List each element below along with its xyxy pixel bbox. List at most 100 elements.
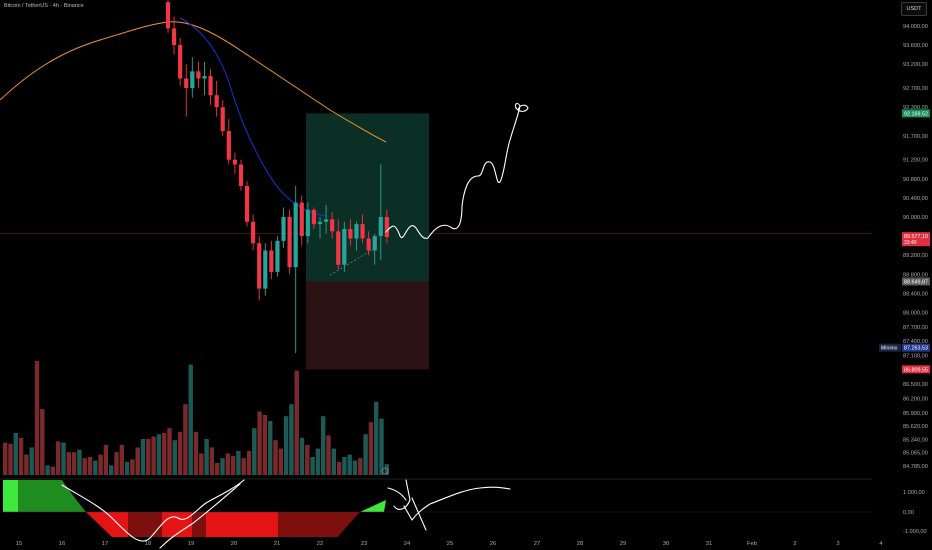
marker-box [902,109,930,118]
marker-box [902,277,930,286]
volume-bar [183,404,188,475]
candle-body [165,2,171,29]
y-tick-label: 86.500,00 [903,382,928,388]
x-tick-label: 28 [577,541,583,547]
candle [384,209,389,244]
candle-body [354,224,359,239]
projection-drawing [385,103,529,239]
y-tick-label: 88.800,00 [903,272,928,278]
candle [293,185,298,354]
volume-bar [204,439,209,475]
candle-body [293,202,298,268]
price-marker-entry: 88.649,87 [902,277,930,286]
volume-bar [283,416,289,475]
volume-bar [119,445,124,475]
volume-bar [342,457,347,475]
candle-body [202,76,207,79]
y-tick-label: 85.900,00 [903,411,928,417]
osc-area [206,512,278,537]
currency-button[interactable]: USDT [901,2,927,16]
price-marker-low: Mínimo 87.263,53 [879,343,930,352]
y-tick-label: 91.700,00 [903,134,928,140]
volume-bar [77,449,82,475]
volume-bar [135,447,140,475]
candle-body [269,250,274,272]
volume-bar [246,451,252,475]
candle [372,233,377,265]
candle [317,216,323,239]
candle-body [305,209,310,237]
x-tick-label: 20 [231,541,237,547]
volume-bar [3,442,8,475]
y-tick-label: 86.200,00 [903,396,928,402]
x-tick-label: 26 [490,541,496,547]
volume-bar [225,453,230,475]
candle [244,181,250,227]
volume-bar [347,454,352,475]
volume-bar [209,447,215,475]
candle [214,80,219,117]
osc-drawing [61,479,245,542]
candle-body [378,216,383,237]
candle [348,219,353,246]
y-tick-label: 84.785,00 [903,464,928,470]
osc-tick-label: 1.000,00 [903,490,925,496]
candle [330,212,335,239]
candle-body [178,45,183,79]
candle-body [299,202,304,237]
volume-bar [130,459,135,475]
y-tick-label: 87.400,00 [903,339,928,345]
x-tick-label: 16 [59,541,65,547]
candle-body [281,216,286,241]
candle-body [311,209,317,225]
osc-area [360,500,386,512]
marker-box [902,365,930,374]
volume-bar [193,431,199,475]
volume-bar [294,370,299,475]
marker-value: 86.809,55 [904,367,928,373]
volume-bar [98,454,103,475]
candle [263,243,268,296]
x-tick-label: 18 [145,541,151,547]
candle [165,0,171,34]
x-tick-label: Feb [747,541,757,547]
candle-body [348,228,353,239]
volume-bar [352,460,358,475]
osc-tick-label: -1.000,00 [903,529,927,535]
candle [342,221,347,272]
y-tick-label: 87.700,00 [903,325,928,331]
marker-box [902,232,930,247]
candle [287,209,292,275]
candle [238,159,244,191]
candle [184,64,189,117]
osc-tick-label: 0,00 [903,510,914,516]
volume-bar [156,434,162,475]
candle-body [220,107,225,132]
osc-drawing [387,479,511,531]
candle [226,119,231,165]
y-tick-label: 91.200,00 [903,158,928,164]
volume-bar [61,442,66,475]
x-tick-label: 25 [447,541,453,547]
volume-bar [199,453,204,475]
candle-body [330,219,335,232]
volume-bar [241,458,246,475]
candle [171,16,177,55]
candle-body [226,131,231,160]
osc-area [192,512,206,537]
candle [275,236,280,277]
x-tick-label: 29 [620,541,626,547]
candle-body [336,231,341,265]
volume-bar [124,461,130,475]
symbol-title[interactable]: Bitcoin / TetherUS · 4h · Binance [4,3,84,9]
volume-bar [278,448,283,475]
marker-box [902,343,930,352]
candle-body [366,238,371,251]
y-tick-label: 85.065,00 [903,451,928,457]
candle-body [372,236,377,251]
candle-body [214,95,219,108]
candle [196,61,201,89]
volume-bar [109,465,114,475]
candle [178,37,183,86]
